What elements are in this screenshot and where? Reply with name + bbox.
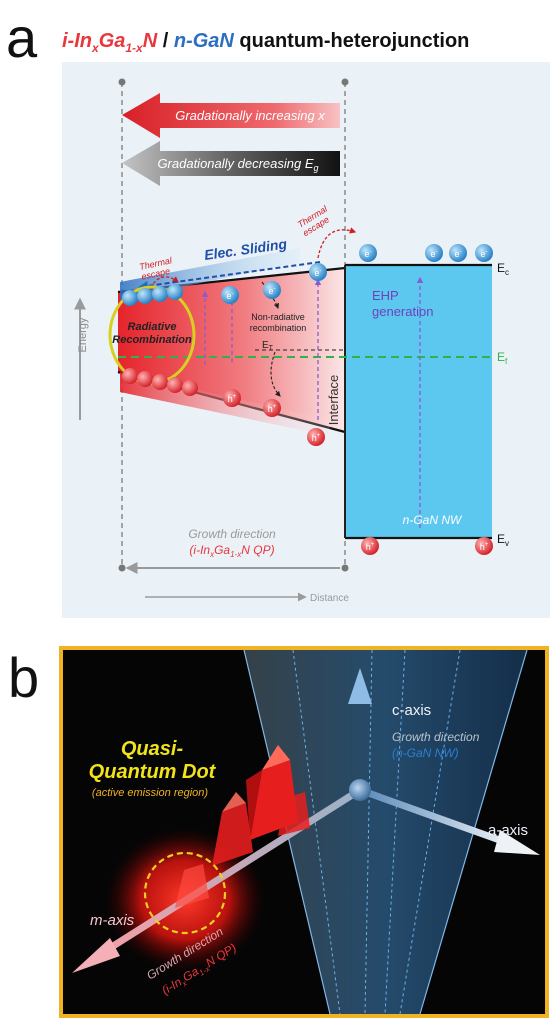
qd-label-line2: Quantum Dot [89, 761, 217, 783]
c-axis-label: c-axis [392, 702, 431, 719]
growth-nw-line2: (n-GaN NW) [392, 746, 459, 760]
electron: e- [475, 244, 493, 262]
thermal-escape-arrow-right [317, 227, 357, 259]
electron: e- [425, 244, 443, 262]
hexagonal-pyramid [278, 792, 310, 836]
svg-text:e-: e- [364, 249, 371, 259]
qd-label-line1: Quasi- [121, 738, 184, 760]
electron: e- [221, 286, 239, 304]
radiative-label: Radiative Recombination [112, 321, 192, 346]
svg-text:e-: e- [454, 249, 461, 259]
svg-text:e-: e- [226, 291, 233, 301]
qd-circle [143, 851, 227, 935]
decreasing-eg-arrow [122, 141, 340, 186]
non-radiative-label: Non-radiative recombination [250, 312, 307, 333]
origin-node [349, 779, 371, 801]
boundary-dot [118, 78, 126, 86]
hole: h+ [307, 428, 325, 446]
distance-label: Distance [310, 593, 349, 604]
svg-text:h+: h+ [268, 404, 277, 414]
electron: e- [449, 244, 467, 262]
boundary-dot [118, 564, 126, 572]
m-axis-line [106, 786, 364, 952]
hole: h+ [223, 389, 241, 407]
growth-direction-a-line1: Growth direction [188, 527, 276, 541]
hexagonal-pyramid [212, 792, 253, 866]
interface-label: Interface [326, 375, 341, 426]
hexagonal-pyramid [175, 864, 209, 908]
m-axis-label: m-axis [90, 912, 135, 929]
increasing-x-arrow [122, 93, 340, 138]
boundary-dot [341, 78, 349, 86]
electron-cluster-left [122, 284, 183, 306]
growth-nw-line1: Growth direction [392, 730, 480, 744]
radiative-loop [108, 285, 196, 385]
hole: h+ [475, 537, 493, 555]
elec-sliding-arrow [138, 261, 321, 291]
hole: h+ [361, 537, 379, 555]
band-diagram: Gradationally increasing x Gradationally… [62, 62, 550, 618]
svg-text:h+: h+ [480, 542, 489, 552]
electron: e- [359, 244, 377, 262]
electron-trail [120, 248, 300, 300]
svg-text:e-: e- [314, 268, 321, 278]
panel-a-letter: a [6, 6, 38, 69]
ehp-generation-label: EHP generation [372, 288, 433, 319]
electron: e- [263, 281, 281, 299]
ngan-nw-label: n-GaN NW [403, 513, 463, 527]
hole-cluster-left [122, 368, 198, 396]
band-gap-wedge [118, 268, 345, 432]
ev-label: Ev [497, 532, 509, 548]
boundary-dot [341, 564, 349, 572]
svg-text:e-: e- [430, 249, 437, 259]
energy-label: Energy [77, 317, 89, 352]
svg-text:h+: h+ [228, 394, 237, 404]
hole: h+ [263, 399, 281, 417]
c-axis-head [348, 668, 372, 704]
electron: e- [309, 263, 327, 281]
svg-text:e-: e- [268, 286, 275, 296]
thermal-escape-arrow-left [147, 276, 180, 293]
growth-direction-a-line2: (i-InxGa1-xN QP) [189, 543, 274, 559]
qd-label-line3: (active emission region) [92, 787, 208, 799]
a-axis-label: a-axis [488, 822, 528, 839]
svg-text:h+: h+ [312, 433, 321, 443]
m-axis-head [72, 938, 120, 973]
non-radiative-arrow-bottom [270, 351, 281, 397]
a-axis-head [494, 830, 540, 855]
ef-label: Ef [497, 350, 508, 366]
decreasing-eg-label: Gradationally decreasing Eg [157, 156, 318, 173]
svg-text:h+: h+ [366, 542, 375, 552]
svg-text:e-: e- [480, 249, 487, 259]
et-label: ET [262, 340, 274, 352]
panel-a-title: i-InxGa1-xN / n-GaN quantum-heterojuncti… [62, 30, 470, 55]
panel-b-letter: b [8, 646, 40, 709]
ngan-nw-block [345, 265, 492, 538]
a-axis-line [356, 786, 509, 846]
increasing-x-label: Gradationally increasing x [175, 108, 325, 123]
ec-label: Ec [497, 261, 509, 277]
